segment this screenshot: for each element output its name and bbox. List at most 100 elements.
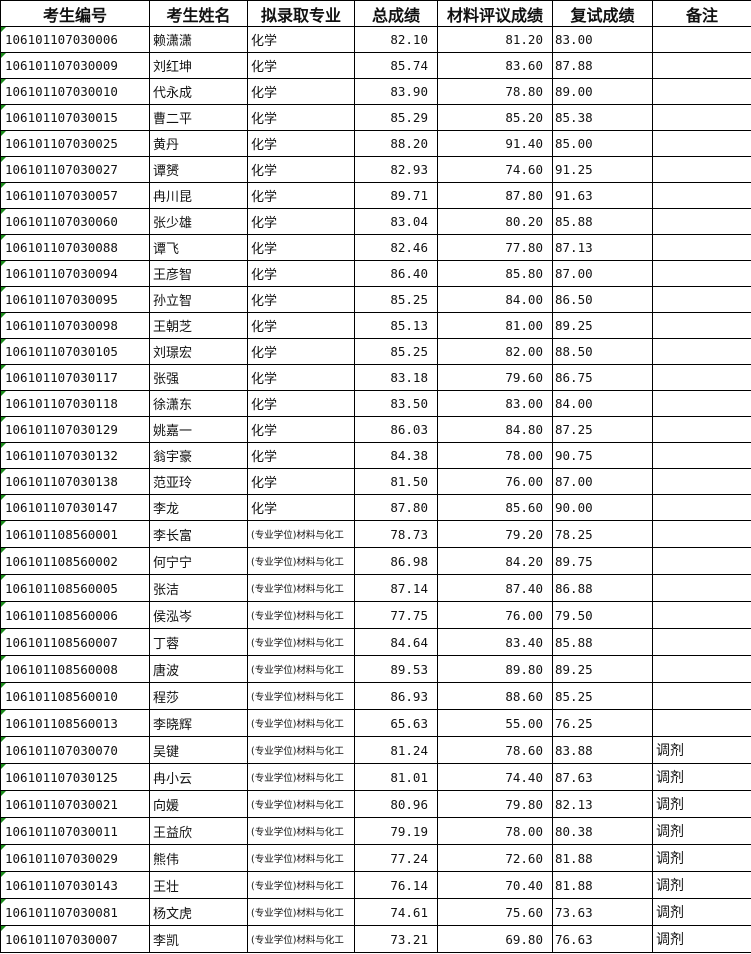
remarks-cell[interactable] <box>652 390 751 417</box>
total-score-cell[interactable]: 73.21 <box>354 925 438 953</box>
candidate-id-cell[interactable]: 106101108560002 <box>0 547 150 575</box>
total-score-cell[interactable]: 83.18 <box>354 364 438 391</box>
major-cell[interactable]: (专业学位)材料与化工 <box>247 817 355 845</box>
candidate-name-cell[interactable]: 范亚玲 <box>149 468 248 495</box>
retest-score-cell[interactable]: 81.88 <box>552 871 653 899</box>
material-score-cell[interactable]: 81.20 <box>437 26 553 53</box>
candidate-id-cell[interactable]: 106101107030027 <box>0 156 150 183</box>
candidate-id-cell[interactable]: 106101107030025 <box>0 130 150 157</box>
total-score-cell[interactable]: 79.19 <box>354 817 438 845</box>
remarks-cell[interactable] <box>652 52 751 79</box>
material-score-cell[interactable]: 77.80 <box>437 234 553 261</box>
total-score-cell[interactable]: 88.20 <box>354 130 438 157</box>
candidate-name-cell[interactable]: 程莎 <box>149 682 248 710</box>
retest-score-cell[interactable]: 80.38 <box>552 817 653 845</box>
retest-score-cell[interactable]: 89.25 <box>552 312 653 339</box>
total-score-cell[interactable]: 87.14 <box>354 574 438 602</box>
candidate-name-cell[interactable]: 孙立智 <box>149 286 248 313</box>
total-score-cell[interactable]: 86.03 <box>354 416 438 443</box>
material-score-cell[interactable]: 70.40 <box>437 871 553 899</box>
material-score-cell[interactable]: 78.00 <box>437 817 553 845</box>
remarks-cell[interactable]: 调剂 <box>652 736 751 764</box>
material-score-cell[interactable]: 80.20 <box>437 208 553 235</box>
retest-score-cell[interactable]: 84.00 <box>552 390 653 417</box>
candidate-id-cell[interactable]: 106101107030095 <box>0 286 150 313</box>
remarks-cell[interactable]: 调剂 <box>652 925 751 953</box>
retest-score-cell[interactable]: 83.88 <box>552 736 653 764</box>
major-cell[interactable]: 化学 <box>247 494 355 521</box>
major-cell[interactable]: (专业学位)材料与化工 <box>247 682 355 710</box>
remarks-cell[interactable] <box>652 574 751 602</box>
total-score-cell[interactable]: 82.10 <box>354 26 438 53</box>
candidate-name-cell[interactable]: 张少雄 <box>149 208 248 235</box>
candidate-id-cell[interactable]: 106101107030007 <box>0 925 150 953</box>
total-score-cell[interactable]: 74.61 <box>354 898 438 926</box>
retest-score-cell[interactable]: 87.25 <box>552 416 653 443</box>
major-cell[interactable]: (专业学位)材料与化工 <box>247 601 355 629</box>
major-cell[interactable]: 化学 <box>247 338 355 365</box>
material-score-cell[interactable]: 74.60 <box>437 156 553 183</box>
major-cell[interactable]: 化学 <box>247 468 355 495</box>
candidate-id-cell[interactable]: 106101107030029 <box>0 844 150 872</box>
remarks-cell[interactable] <box>652 601 751 629</box>
retest-score-cell[interactable]: 88.50 <box>552 338 653 365</box>
material-score-cell[interactable]: 91.40 <box>437 130 553 157</box>
remarks-cell[interactable] <box>652 364 751 391</box>
total-score-cell[interactable]: 65.63 <box>354 709 438 737</box>
material-score-cell[interactable]: 69.80 <box>437 925 553 953</box>
candidate-id-cell[interactable]: 106101108560008 <box>0 655 150 683</box>
major-cell[interactable]: 化学 <box>247 26 355 53</box>
candidate-name-cell[interactable]: 刘红坤 <box>149 52 248 79</box>
remarks-cell[interactable]: 调剂 <box>652 763 751 791</box>
major-cell[interactable]: 化学 <box>247 234 355 261</box>
material-score-cell[interactable]: 83.60 <box>437 52 553 79</box>
candidate-name-cell[interactable]: 冉小云 <box>149 763 248 791</box>
retest-score-cell[interactable]: 81.88 <box>552 844 653 872</box>
candidate-name-cell[interactable]: 曹二平 <box>149 104 248 131</box>
candidate-name-cell[interactable]: 徐潇东 <box>149 390 248 417</box>
candidate-name-cell[interactable]: 谭赟 <box>149 156 248 183</box>
material-score-cell[interactable]: 79.20 <box>437 520 553 548</box>
major-cell[interactable]: (专业学位)材料与化工 <box>247 871 355 899</box>
total-score-cell[interactable]: 80.96 <box>354 790 438 818</box>
remarks-cell[interactable] <box>652 234 751 261</box>
retest-score-cell[interactable]: 89.75 <box>552 547 653 575</box>
retest-score-cell[interactable]: 76.25 <box>552 709 653 737</box>
material-score-cell[interactable]: 79.80 <box>437 790 553 818</box>
remarks-cell[interactable] <box>652 312 751 339</box>
remarks-cell[interactable]: 调剂 <box>652 817 751 845</box>
candidate-name-cell[interactable]: 李龙 <box>149 494 248 521</box>
material-score-cell[interactable]: 85.20 <box>437 104 553 131</box>
material-score-cell[interactable]: 75.60 <box>437 898 553 926</box>
material-score-cell[interactable]: 72.60 <box>437 844 553 872</box>
candidate-id-cell[interactable]: 106101107030060 <box>0 208 150 235</box>
retest-score-cell[interactable]: 79.50 <box>552 601 653 629</box>
material-score-cell[interactable]: 84.80 <box>437 416 553 443</box>
total-score-cell[interactable]: 85.74 <box>354 52 438 79</box>
material-score-cell[interactable]: 84.20 <box>437 547 553 575</box>
remarks-cell[interactable] <box>652 628 751 656</box>
candidate-name-cell[interactable]: 吴键 <box>149 736 248 764</box>
material-score-cell[interactable]: 87.40 <box>437 574 553 602</box>
total-score-cell[interactable]: 81.24 <box>354 736 438 764</box>
retest-score-cell[interactable]: 85.25 <box>552 682 653 710</box>
total-score-cell[interactable]: 83.90 <box>354 78 438 105</box>
major-cell[interactable]: (专业学位)材料与化工 <box>247 628 355 656</box>
material-score-cell[interactable]: 82.00 <box>437 338 553 365</box>
total-score-cell[interactable]: 77.24 <box>354 844 438 872</box>
candidate-id-cell[interactable]: 106101107030057 <box>0 182 150 209</box>
retest-score-cell[interactable]: 85.38 <box>552 104 653 131</box>
candidate-id-cell[interactable]: 106101107030129 <box>0 416 150 443</box>
total-score-cell[interactable]: 89.53 <box>354 655 438 683</box>
total-score-cell[interactable]: 83.04 <box>354 208 438 235</box>
total-score-cell[interactable]: 86.93 <box>354 682 438 710</box>
candidate-id-cell[interactable]: 106101108560010 <box>0 682 150 710</box>
material-score-cell[interactable]: 87.80 <box>437 182 553 209</box>
candidate-id-cell[interactable]: 106101107030118 <box>0 390 150 417</box>
remarks-cell[interactable] <box>652 442 751 469</box>
remarks-cell[interactable]: 调剂 <box>652 790 751 818</box>
candidate-id-cell[interactable]: 106101108560006 <box>0 601 150 629</box>
total-score-cell[interactable]: 77.75 <box>354 601 438 629</box>
retest-score-cell[interactable]: 85.88 <box>552 628 653 656</box>
remarks-cell[interactable] <box>652 182 751 209</box>
